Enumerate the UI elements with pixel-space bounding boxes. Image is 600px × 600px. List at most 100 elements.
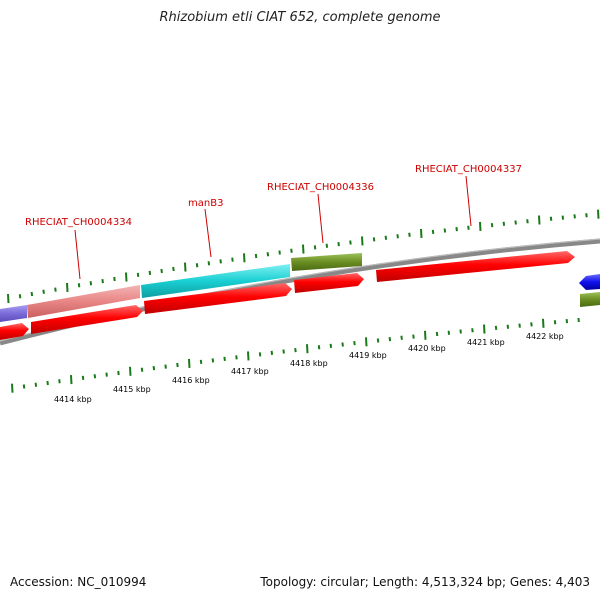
inner-tick (152, 365, 156, 371)
outer-tick (549, 216, 553, 221)
inner-tick (11, 383, 14, 393)
inner-tick (317, 345, 321, 350)
label-leader-4 (465, 175, 472, 227)
inner-tick (294, 347, 297, 353)
inner-tick (211, 358, 215, 363)
scale-label-4418: 4418 kbp (290, 359, 328, 368)
inner-tick (235, 355, 238, 360)
inner-tick (329, 343, 333, 349)
forward-strand-genes (0, 253, 600, 322)
gene-label-4[interactable]: RHECIAT_CH0004337 (415, 164, 522, 175)
gene-purple-partial[interactable] (0, 305, 27, 322)
inner-tick (70, 375, 73, 385)
label-leader-1 (74, 229, 81, 280)
inner-tick (258, 352, 262, 357)
gene-label-3[interactable]: RHECIAT_CH0004336 (267, 182, 374, 193)
inner-tick (188, 358, 191, 368)
inner-tick (353, 340, 356, 346)
map-title: Rhizobium etli CIAT 652, complete genome (159, 10, 441, 25)
gene-label-2[interactable]: manB3 (188, 198, 223, 209)
inner-tick (365, 337, 368, 347)
inner-tick (459, 329, 462, 334)
inner-tick (471, 328, 474, 333)
outer-tick (184, 262, 187, 272)
inner-tick (81, 375, 85, 381)
inner-tick (199, 359, 203, 365)
scale-label-4417: 4417 kbp (231, 367, 269, 376)
inner-tick (140, 367, 144, 372)
inner-tick (518, 323, 521, 328)
inner-tick (93, 374, 97, 379)
outer-tick (372, 237, 376, 242)
outer-tick (585, 213, 588, 218)
outer-tick (313, 245, 317, 250)
inner-tick (58, 379, 61, 384)
outer-tick (278, 250, 281, 255)
inner-tick (105, 372, 108, 377)
outer-tick (361, 236, 364, 246)
gene-rheciat-ch0004334[interactable] (27, 285, 140, 318)
gene-red-2[interactable] (31, 305, 143, 334)
gene-red-1[interactable] (0, 323, 29, 340)
outer-tick-row (7, 209, 600, 304)
outer-tick (431, 229, 435, 235)
inner-tick-row (11, 317, 580, 393)
outer-tick (443, 228, 447, 233)
inner-tick (412, 334, 415, 339)
inner-tick (117, 370, 120, 376)
outer-tick (207, 261, 211, 266)
outer-tick (66, 282, 69, 292)
outer-tick (349, 240, 352, 245)
inner-tick (129, 366, 132, 376)
outer-tick (526, 219, 529, 224)
inner-tick (176, 362, 179, 368)
gene-manb3[interactable] (141, 264, 290, 298)
gene-olive-right[interactable] (580, 292, 600, 307)
inner-tick (306, 344, 309, 354)
outer-tick (77, 283, 81, 288)
gene-label-1[interactable]: RHECIAT_CH0004334 (25, 217, 132, 228)
outer-tick (538, 215, 541, 225)
inner-tick (270, 350, 274, 356)
inner-tick (447, 330, 451, 335)
inner-tick (376, 338, 380, 343)
inner-tick (530, 322, 533, 327)
outer-tick (101, 278, 104, 284)
inner-tick (435, 331, 439, 337)
outer-tick (148, 270, 152, 276)
outer-tick (18, 294, 22, 299)
outer-tick (113, 276, 116, 282)
outer-tick (514, 220, 517, 225)
outer-tick (597, 209, 600, 219)
outer-tick (172, 266, 175, 272)
gene-rheciat-ch0004336[interactable] (291, 253, 362, 271)
accession-text: Accession: NC_010994 (10, 575, 147, 589)
outer-tick (573, 214, 576, 219)
outer-tick (89, 281, 93, 286)
inner-tick (542, 318, 545, 328)
outer-tick (243, 253, 246, 263)
outer-tick (490, 222, 494, 228)
scale-label-4416: 4416 kbp (172, 376, 210, 385)
outer-tick (302, 244, 305, 254)
scale-label-4421: 4421 kbp (467, 338, 505, 347)
outer-tick (384, 235, 388, 240)
gene-red-4[interactable] (294, 273, 364, 293)
gene-red-3[interactable] (144, 283, 292, 314)
inner-tick (553, 320, 557, 325)
outer-tick (479, 221, 482, 231)
scale-label-4414: 4414 kbp (54, 395, 92, 404)
genome-summary-text: Topology: circular; Length: 4,513,324 bp… (260, 575, 590, 589)
outer-tick (420, 228, 423, 238)
inner-tick (577, 317, 580, 323)
gene-rheciat-ch0004337[interactable] (376, 251, 575, 282)
inner-tick (506, 324, 510, 329)
red-genes (0, 251, 600, 340)
gene-blue-right[interactable] (579, 274, 600, 290)
inner-tick (494, 325, 498, 331)
outer-tick (325, 243, 329, 248)
label-leader-3 (317, 193, 324, 244)
outer-tick (396, 234, 399, 239)
scale-labels: 4414 kbp 4415 kbp 4416 kbp 4417 kbp 4418… (54, 332, 564, 404)
